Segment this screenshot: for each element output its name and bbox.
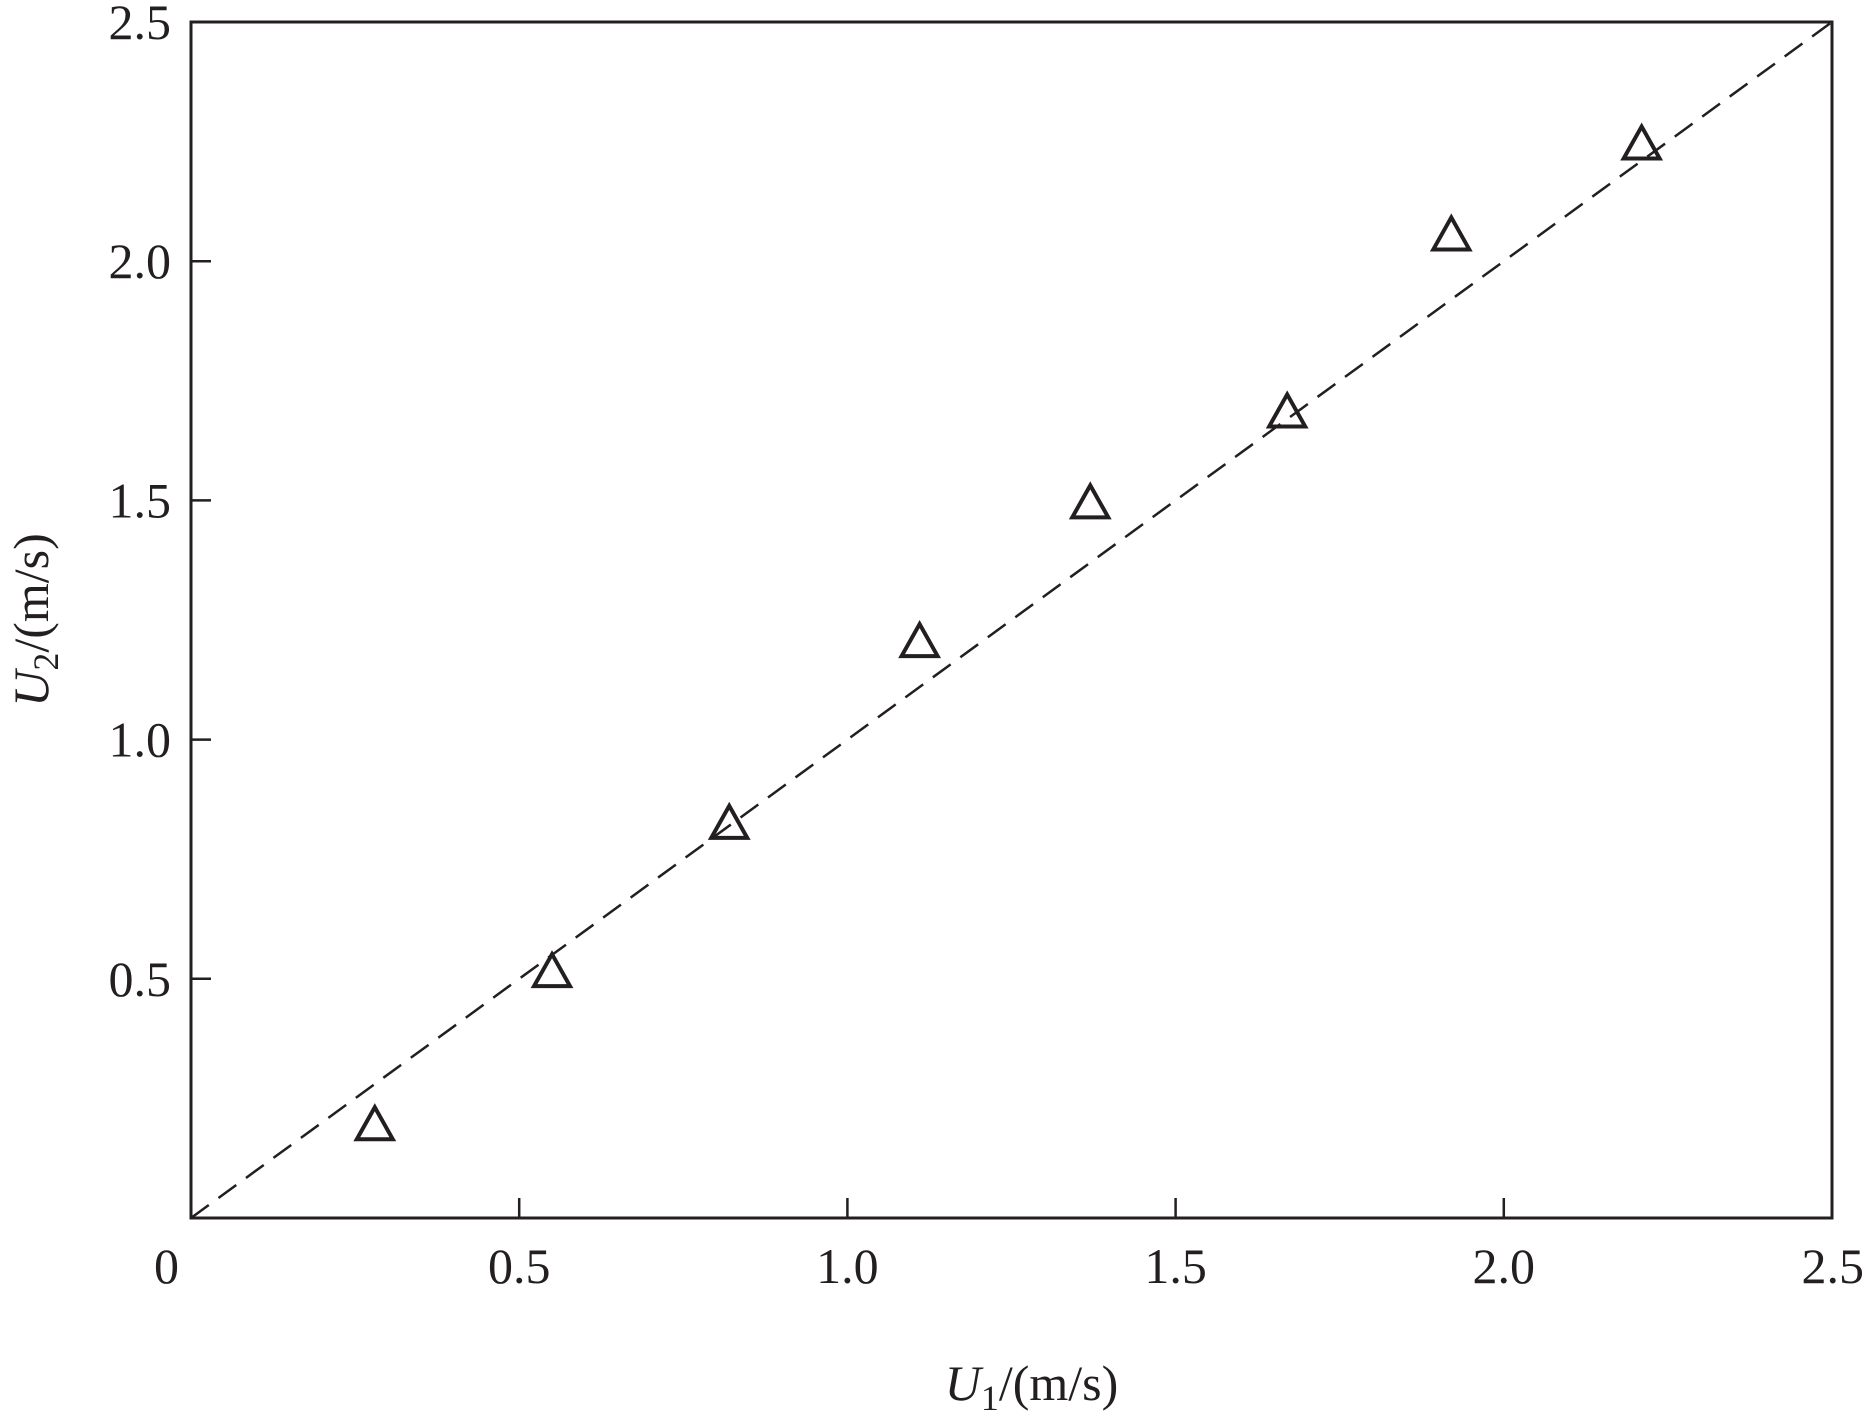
y-tick-label: 1.0 bbox=[109, 712, 172, 768]
y-tick-label: 0.5 bbox=[109, 951, 172, 1007]
x-axis-label: U1/(m/s) bbox=[945, 1355, 1119, 1418]
data-point-triangle bbox=[1620, 122, 1664, 161]
data-point-triangle bbox=[530, 950, 574, 989]
reference-dashed-line bbox=[190, 20, 1833, 1220]
data-point-triangle bbox=[1068, 481, 1112, 520]
y-tick-label: 1.5 bbox=[109, 472, 172, 528]
x-tick-label: 1.0 bbox=[816, 1238, 879, 1294]
y-axis-label-unit: /(m/s) bbox=[3, 533, 59, 652]
x-tick-label: 2.5 bbox=[1802, 1238, 1865, 1294]
x-tick-label: 0.5 bbox=[488, 1238, 551, 1294]
y-axis-label-subscript: 2 bbox=[26, 653, 66, 671]
reference-line-layer bbox=[190, 20, 1833, 1220]
y-tick-label: 2.5 bbox=[109, 0, 172, 50]
x-axis-ticks: 0 0.5 1.0 1.5 2.0 2.5 bbox=[154, 1198, 1864, 1294]
x-axis-label-subscript: 1 bbox=[981, 1378, 999, 1418]
y-axis-ticks: 0.5 1.0 1.5 2.0 2.5 bbox=[109, 0, 211, 1007]
data-point-triangle bbox=[1265, 390, 1309, 429]
y-axis-label-symbol: U bbox=[3, 668, 59, 707]
x-tick-label: 2.0 bbox=[1473, 1238, 1536, 1294]
y-axis-label: U2/(m/s) bbox=[3, 533, 66, 707]
y-tick-label: 2.0 bbox=[109, 233, 172, 289]
data-point-triangle bbox=[353, 1103, 397, 1142]
x-tick-label: 1.5 bbox=[1144, 1238, 1207, 1294]
x-tick-label: 0 bbox=[154, 1238, 179, 1294]
data-points-layer bbox=[353, 122, 1664, 1142]
x-axis-label-unit: /(m/s) bbox=[999, 1355, 1118, 1411]
x-axis-label-symbol: U bbox=[945, 1355, 984, 1411]
data-point-triangle bbox=[1429, 213, 1473, 252]
plot-frame bbox=[189, 20, 1834, 1220]
data-point-triangle bbox=[707, 801, 751, 840]
data-point-triangle bbox=[898, 620, 942, 659]
